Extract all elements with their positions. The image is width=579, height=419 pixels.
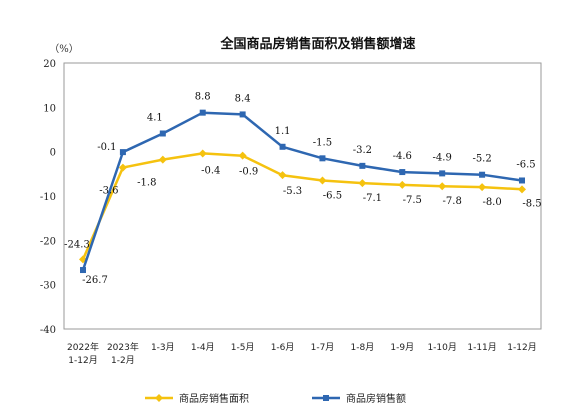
series-point [479,171,486,178]
series-point [279,143,286,150]
series-point [358,179,367,188]
x-tick-label: 1-7月 [311,342,335,353]
series-point [398,180,407,189]
data-label: 4.1 [147,112,163,123]
series-line [81,111,523,271]
series-point [399,169,406,176]
data-label: -7.8 [443,196,462,207]
y-tick-label: -20 [40,236,56,247]
series-point [478,183,487,192]
series-point [158,155,167,164]
x-tick-label: 1-12月 [507,342,536,353]
plot-area-frame [63,62,542,330]
legend-label: 商品房销售面积 [179,392,249,405]
x-tick-label: 2022年 1-12月 [67,341,99,366]
data-label: -5.2 [472,154,491,165]
x-axis: 2022年 1-12月 2023年 1-2月 1-3月 1-4月 1-5月 1-6月 1-7月 1… [67,341,537,366]
y-tick-label: -40 [40,325,56,336]
series-line [81,152,523,260]
data-label: 8.8 [195,92,211,103]
series-point [118,163,127,172]
data-label: -26.7 [82,275,108,286]
data-label: -4.6 [393,151,412,162]
y-axis: 20 10 0 -10 -20 -30 -40 [40,59,56,336]
series-point [319,155,326,162]
data-label: -7.5 [403,195,422,206]
series-point [518,185,526,194]
data-label: -8.5 [522,198,541,209]
data-label: -3.6 [99,186,118,197]
data-label: -6.5 [516,159,535,170]
x-tick-label: 1-11月 [467,342,496,353]
chart-title: 全国商品房销售面积及销售额增速 [219,36,415,52]
series-point [238,151,247,160]
data-label: -1.8 [137,178,156,189]
series-point [198,149,207,158]
x-tick-label: 1-5月 [231,342,255,353]
series-point [239,111,246,118]
y-tick-label: -30 [40,281,56,292]
data-label: -3.2 [353,145,372,156]
data-label: -24.3 [64,239,90,250]
legend-marker [323,395,329,401]
y-tick-label: 0 [50,148,56,159]
series-layer [79,109,526,274]
x-tick-label: 1-3月 [151,342,175,353]
data-label: -8.0 [482,197,501,208]
data-label: -0.1 [97,142,116,153]
series-point [519,177,525,184]
data-label: -0.4 [201,165,220,176]
data-labels: -24.3 -3.6 -1.8 -0.4 -0.9 -5.3 -6.5 -7.1 -7.5 -7.… [64,92,541,286]
data-label: -7.1 [363,193,382,204]
legend-label: 商品房销售额 [346,392,406,405]
x-tick-label: 1-8月 [351,342,375,353]
data-label: -0.9 [239,167,258,178]
data-label: -4.9 [433,152,452,163]
series-point [199,109,206,116]
y-tick-label: -10 [40,192,56,203]
series-point [119,149,126,156]
series-point [80,267,86,274]
x-tick-label: 1-9月 [390,342,414,353]
data-label: -5.3 [283,186,302,197]
x-tick-label: 1-10月 [427,342,456,353]
x-tick-label: 2023年 1-2月 [107,341,139,366]
series-point [278,171,287,180]
y-axis-unit: （%） [49,43,79,55]
series-point [359,162,366,169]
y-tick-label: 20 [43,59,56,70]
data-label: 1.1 [275,126,291,137]
data-label: 8.4 [235,93,251,104]
series-point [438,182,447,191]
x-tick-label: 1-4月 [191,342,215,353]
data-label: -6.5 [323,190,342,201]
series-point [439,170,446,177]
legend-marker [155,394,163,402]
series-point [318,176,327,185]
data-label: -1.5 [313,137,332,148]
y-tick-label: 10 [43,103,56,114]
x-tick-label: 1-6月 [271,342,295,353]
series-point [159,130,166,137]
legend: 商品房销售面积 商品房销售额 [145,392,406,405]
